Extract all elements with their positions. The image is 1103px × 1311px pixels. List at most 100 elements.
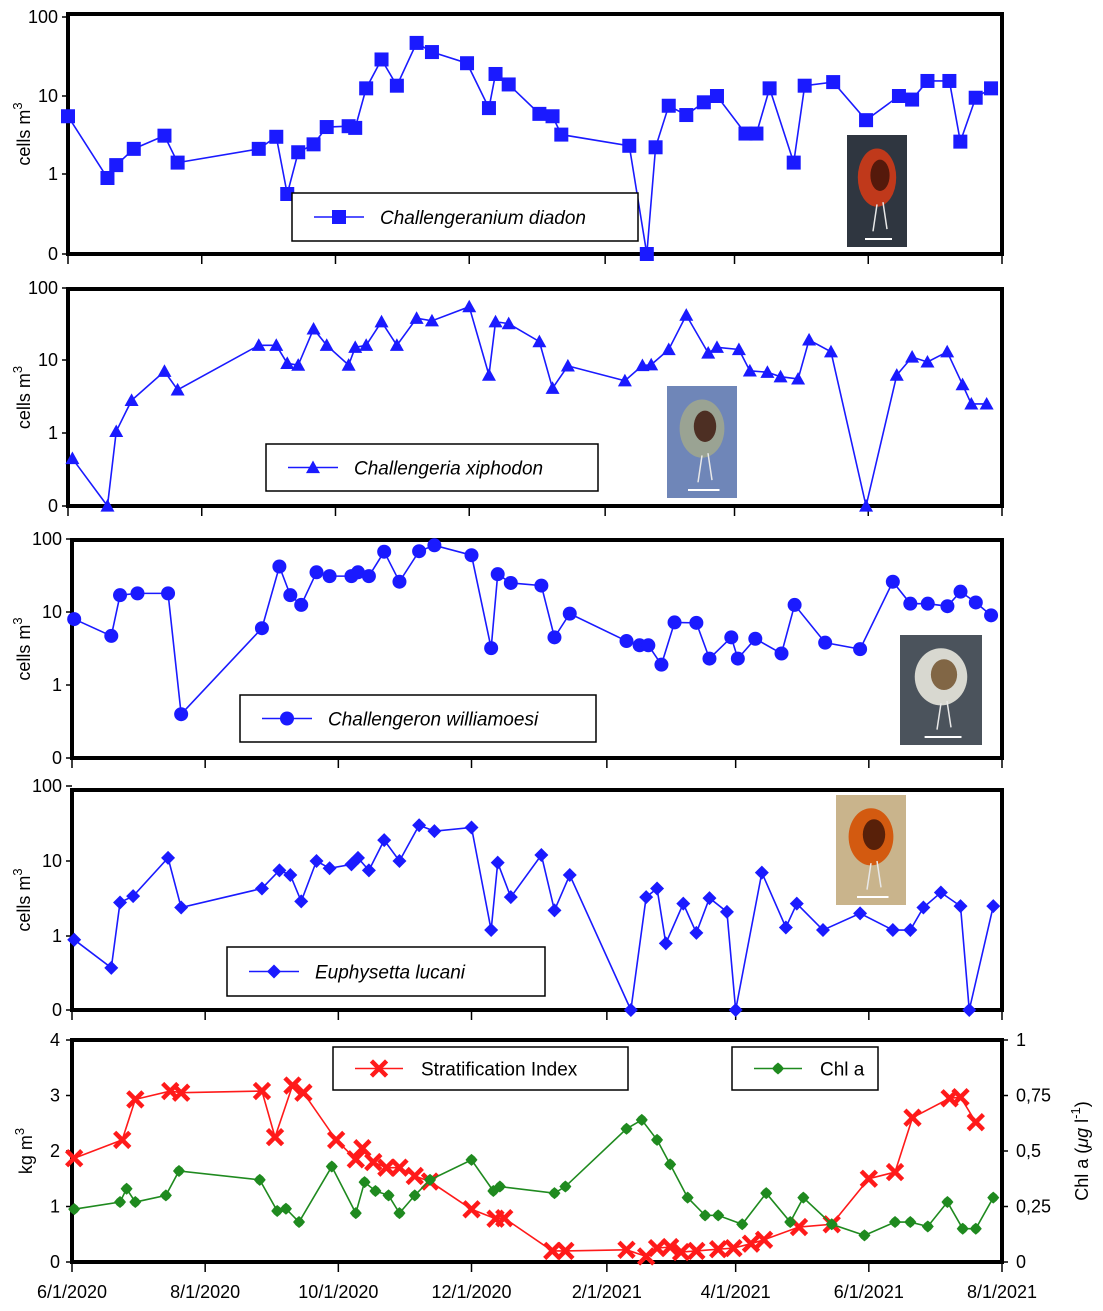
data-point [280, 187, 295, 201]
y-tick-label: 0 [52, 1000, 62, 1020]
data-point [789, 896, 804, 911]
data-point [460, 56, 475, 71]
data-point [157, 128, 172, 143]
legend-marker [267, 964, 281, 979]
data-point [174, 900, 189, 915]
data-point [484, 923, 499, 938]
data-point [619, 634, 634, 649]
data-point [120, 1182, 133, 1195]
series-circle [67, 538, 999, 722]
specimen-photo [836, 795, 906, 905]
data-point [903, 596, 918, 611]
data-point [490, 855, 505, 870]
data-point [617, 373, 632, 387]
data-point [556, 1241, 575, 1261]
data-point [889, 368, 904, 381]
y-axis-label: cells m3 [10, 617, 34, 680]
data-point [968, 595, 983, 610]
data-point [490, 567, 505, 582]
data-point [650, 881, 665, 896]
data-point [389, 78, 404, 93]
data-point [681, 1191, 694, 1204]
data-point [501, 77, 516, 92]
data-point [488, 314, 503, 328]
data-point [942, 73, 957, 88]
data-point [797, 78, 812, 93]
data-point [272, 559, 287, 574]
data-point [738, 126, 753, 141]
data-point [481, 368, 496, 381]
data-point [65, 451, 80, 465]
y-tick-label: 1 [48, 423, 58, 443]
data-point [374, 52, 389, 67]
data-point [709, 1240, 728, 1259]
data-point [390, 1158, 409, 1177]
data-point [791, 371, 806, 385]
data-point [953, 584, 968, 599]
data-point [548, 1187, 561, 1200]
data-point [252, 1081, 272, 1101]
data-point [392, 854, 407, 868]
data-point [889, 1216, 902, 1229]
data-point [953, 134, 968, 149]
data-point [754, 1230, 774, 1249]
data-point [635, 1113, 648, 1126]
data-point [389, 338, 404, 351]
data-point [464, 820, 479, 835]
y-axis-label: kg m3 [12, 1128, 36, 1174]
series-triangle [65, 299, 994, 512]
data-point [760, 1187, 773, 1200]
data-point [254, 621, 269, 636]
data-point [269, 338, 284, 351]
data-point [676, 896, 691, 911]
data-point [712, 1209, 725, 1222]
y-axis-label-right-part: l [1072, 1119, 1092, 1128]
data-point [968, 90, 983, 105]
data-point [859, 113, 874, 128]
data-point [689, 615, 704, 630]
data-point [941, 1196, 954, 1209]
data-point [754, 865, 769, 880]
data-point [560, 358, 575, 372]
y-tick-label: 1 [50, 1197, 60, 1217]
data-point [251, 338, 266, 351]
legend-marker [772, 1062, 784, 1075]
data-point [760, 365, 775, 378]
y-axis-label: cells m3 [10, 868, 34, 931]
data-point [104, 960, 119, 975]
data-point [349, 1207, 362, 1220]
data-point [279, 1202, 292, 1215]
data-point [65, 1149, 84, 1168]
data-point [253, 1173, 266, 1186]
data-point [291, 145, 306, 160]
data-point [859, 499, 874, 512]
data-point [623, 1003, 638, 1017]
data-point [679, 108, 694, 123]
legend: Stratification Index [332, 1046, 629, 1091]
data-point [348, 340, 363, 353]
data-point [679, 308, 694, 321]
y-axis-label-superscript: 3 [12, 1128, 27, 1135]
photo-spines [866, 860, 882, 890]
data-point [641, 638, 656, 653]
y-axis-label-right-part: Chl a ( [1072, 1148, 1092, 1201]
data-point [885, 574, 900, 589]
data-point [667, 615, 682, 630]
data-point [696, 95, 711, 110]
data-point [953, 899, 968, 914]
x-tick-label: 4/1/2021 [701, 1282, 771, 1302]
data-point [825, 1218, 838, 1231]
data-point [326, 1130, 346, 1150]
data-point [964, 396, 979, 410]
data-point [532, 334, 547, 348]
data-point [644, 357, 659, 371]
data-point [358, 1176, 371, 1189]
data-point [309, 565, 324, 580]
data-point [130, 586, 145, 601]
data-point [67, 612, 82, 627]
data-point [773, 369, 788, 383]
y-axis-label: cells m3 [10, 366, 34, 429]
data-point [462, 299, 477, 313]
data-point [124, 393, 139, 406]
legend-label: Stratification Index [421, 1060, 578, 1081]
